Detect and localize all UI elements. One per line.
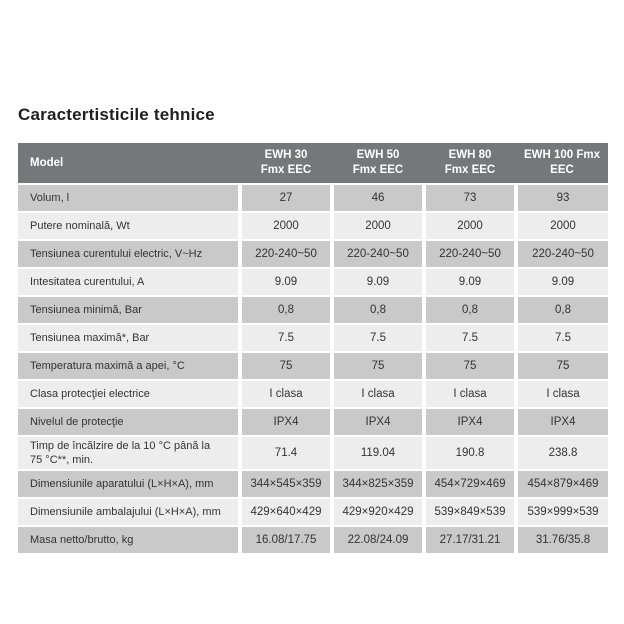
- spec-value: 238.8: [514, 435, 608, 470]
- spec-value: IPX4: [238, 407, 332, 436]
- spec-value: I clasa: [422, 379, 516, 408]
- column-header-ewh100: EWH 100 Fmx EEC: [516, 143, 608, 184]
- spec-value: IPX4: [330, 407, 424, 436]
- spec-value: 220-240~50: [330, 239, 424, 268]
- row-label: Tensiunea curentului electric, V~Hz: [18, 239, 240, 268]
- spec-value: 27: [238, 183, 332, 212]
- spec-value: 454×729×469: [422, 469, 516, 498]
- spec-value: 71.4: [238, 435, 332, 470]
- spec-value: 7.5: [330, 323, 424, 352]
- spec-value: 539×999×539: [514, 497, 608, 526]
- spec-value: I clasa: [514, 379, 608, 408]
- spec-value: 75: [514, 351, 608, 380]
- row-label: Temperatura maximă a apei, °C: [18, 351, 240, 380]
- spec-value: 539×849×539: [422, 497, 516, 526]
- spec-value: 7.5: [422, 323, 516, 352]
- spec-value: 75: [238, 351, 332, 380]
- spec-value: 119.04: [330, 435, 424, 470]
- row-label: Clasa protecţiei electrice: [18, 379, 240, 408]
- table-row: Tensiunea curentului electric, V~Hz 220-2…: [18, 239, 608, 268]
- row-label: Tensiunea minimă, Bar: [18, 295, 240, 324]
- table-row: Clasa protecţiei electrice I clasa I clasa…: [18, 379, 608, 408]
- spec-value: 93: [514, 183, 608, 212]
- column-header-ewh50: EWH 50 Fmx EEC: [332, 143, 424, 184]
- spec-value: 7.5: [238, 323, 332, 352]
- spec-value: 73: [422, 183, 516, 212]
- specs-table: Model EWH 30 Fmx EEC EWH 50 Fmx EEC EWH …: [18, 143, 608, 553]
- spec-value: I clasa: [330, 379, 424, 408]
- table-row: Tensiunea maximă*, Bar 7.5 7.5 7.5 7.5: [18, 323, 608, 352]
- row-label: Dimensiunile ambalajului (L×H×A), mm: [18, 497, 240, 526]
- spec-value: IPX4: [514, 407, 608, 436]
- row-label: Nivelul de protecţie: [18, 407, 240, 436]
- spec-value: 2000: [238, 211, 332, 240]
- table-row: Putere nominală, Wt 2000 2000 2000 2000: [18, 211, 608, 240]
- header-row: Model EWH 30 Fmx EEC EWH 50 Fmx EEC EWH …: [18, 143, 608, 184]
- spec-value: 2000: [422, 211, 516, 240]
- row-label: Volum, l: [18, 183, 240, 212]
- spec-value: 454×879×469: [514, 469, 608, 498]
- table-row: Masa netto/brutto, kg 16.08/17.75 22.08/24…: [18, 525, 608, 553]
- spec-value: 344×825×359: [330, 469, 424, 498]
- spec-value: 0,8: [422, 295, 516, 324]
- table-row: Volum, l 27 46 73 93: [18, 183, 608, 212]
- spec-value: 2000: [330, 211, 424, 240]
- spec-value: 9.09: [514, 267, 608, 296]
- table-row: Temperatura maximă a apei, °C 75 75 75 75: [18, 351, 608, 380]
- spec-value: 7.5: [514, 323, 608, 352]
- spec-value: 220-240~50: [422, 239, 516, 268]
- spec-value: 0,8: [514, 295, 608, 324]
- spec-value: 46: [330, 183, 424, 212]
- spec-value: 190.8: [422, 435, 516, 470]
- column-header-ewh80: EWH 80 Fmx EEC: [424, 143, 516, 184]
- table-row: Tensiunea minimă, Bar 0,8 0,8 0,8 0,8: [18, 295, 608, 324]
- spec-value: 9.09: [330, 267, 424, 296]
- table-row: Dimensiunile aparatului (L×H×A), mm 344×5…: [18, 469, 608, 498]
- specs-table-header: Model EWH 30 Fmx EEC EWH 50 Fmx EEC EWH …: [18, 143, 608, 184]
- spec-value: 75: [330, 351, 424, 380]
- specs-table-body: Volum, l 27 46 73 93 Putere nominală, Wt 2000 2…: [18, 183, 608, 553]
- table-row: Intesitatea curentului, A 9.09 9.09 9.09 9.0…: [18, 267, 608, 296]
- spec-value: 0,8: [330, 295, 424, 324]
- spec-value: 429×640×429: [238, 497, 332, 526]
- spec-value: IPX4: [422, 407, 516, 436]
- spec-value: I clasa: [238, 379, 332, 408]
- page: Caractertisticile tehnice Model EWH 30 F…: [18, 105, 608, 553]
- spec-value: 2000: [514, 211, 608, 240]
- table-row: Dimensiunile ambalajului (L×H×A), mm 429×…: [18, 497, 608, 526]
- spec-value: 22.08/24.09: [330, 525, 424, 553]
- spec-value: 27.17/31.21: [422, 525, 516, 553]
- spec-value: 31.76/35.8: [514, 525, 608, 553]
- row-label: Tensiunea maximă*, Bar: [18, 323, 240, 352]
- spec-value: 220-240~50: [514, 239, 608, 268]
- table-row: Timp de încălzire de la 10 °C până la 75…: [18, 435, 608, 470]
- spec-value: 75: [422, 351, 516, 380]
- spec-value: 220-240~50: [238, 239, 332, 268]
- column-header-model: Model: [18, 143, 240, 184]
- spec-value: 429×920×429: [330, 497, 424, 526]
- spec-value: 9.09: [422, 267, 516, 296]
- spec-value: 344×545×359: [238, 469, 332, 498]
- row-label: Intesitatea curentului, A: [18, 267, 240, 296]
- spec-value: 9.09: [238, 267, 332, 296]
- column-header-ewh30: EWH 30 Fmx EEC: [240, 143, 332, 184]
- row-label: Putere nominală, Wt: [18, 211, 240, 240]
- row-label: Dimensiunile aparatului (L×H×A), mm: [18, 469, 240, 498]
- spec-value: 0,8: [238, 295, 332, 324]
- page-title: Caractertisticile tehnice: [18, 105, 215, 124]
- row-label: Timp de încălzire de la 10 °C până la 75…: [18, 435, 240, 470]
- row-label: Masa netto/brutto, kg: [18, 525, 240, 553]
- spec-value: 16.08/17.75: [238, 525, 332, 553]
- table-row: Nivelul de protecţie IPX4 IPX4 IPX4 IPX4: [18, 407, 608, 436]
